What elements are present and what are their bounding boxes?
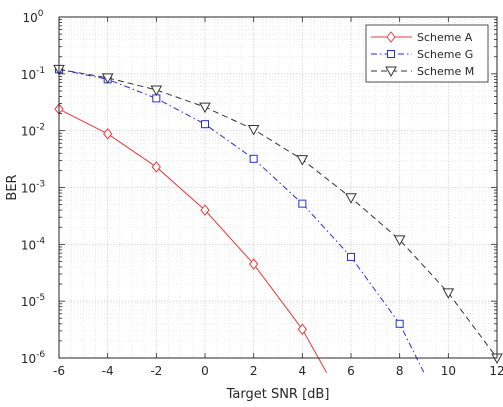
x-tick-label: 6 xyxy=(347,364,355,378)
legend-label: Scheme G xyxy=(417,48,473,61)
y-tick-labels: 10-6 10-5 10-4 10-3 10-2 10-1 100 xyxy=(21,9,46,366)
y-tick-label: 10-5 xyxy=(21,293,45,309)
marker-diamond xyxy=(200,204,210,216)
y-axis-label: BER xyxy=(5,174,20,200)
series-scheme-m xyxy=(53,64,503,365)
y-tick-label: 10-1 xyxy=(21,66,45,82)
marker-square xyxy=(201,120,209,129)
marker-diamond xyxy=(103,128,113,140)
marker-triangle-down xyxy=(101,73,114,84)
marker-triangle-down xyxy=(393,235,406,246)
marker-triangle-down xyxy=(247,124,260,136)
x-tick-label: -2 xyxy=(150,364,162,378)
y-tick-label: 100 xyxy=(22,9,43,25)
series-layer xyxy=(53,64,503,374)
y-tick-label: 10-6 xyxy=(21,350,46,366)
x-tick-label: 8 xyxy=(396,364,404,378)
x-tick-label: -4 xyxy=(102,364,114,378)
minor-grid xyxy=(59,17,497,358)
x-tick-label: -6 xyxy=(53,364,65,378)
y-tick-label: 10-3 xyxy=(21,180,45,196)
marker-triangle-down xyxy=(385,66,397,78)
x-tick-label: 12 xyxy=(489,364,503,378)
marker-square xyxy=(298,199,307,208)
legend-entry: Scheme M xyxy=(371,65,474,78)
legend-entry: Scheme A xyxy=(371,31,473,44)
x-tick-label: 0 xyxy=(201,364,209,378)
marker-square xyxy=(387,50,395,58)
x-axis-label: Target SNR [dB] xyxy=(226,387,330,402)
marker-square xyxy=(395,319,404,328)
marker-triangle-down xyxy=(150,85,163,97)
marker-diamond xyxy=(386,31,396,43)
x-tick-label: 10 xyxy=(441,364,456,378)
marker-triangle-down xyxy=(345,193,357,204)
ticks-layer xyxy=(58,16,498,359)
y-tick-label: 10-4 xyxy=(21,236,46,252)
y-tick-label: 10-2 xyxy=(21,123,45,139)
legend: Scheme A Scheme G Scheme M xyxy=(365,24,489,83)
marker-triangle-down xyxy=(296,155,309,166)
legend-label: Scheme M xyxy=(417,65,474,78)
marker-square xyxy=(249,154,258,163)
marker-triangle-down xyxy=(442,288,455,299)
x-tick-label: 2 xyxy=(250,364,258,378)
legend-label: Scheme A xyxy=(417,31,473,44)
legend-entry: Scheme G xyxy=(371,48,473,61)
series-line xyxy=(58,68,498,359)
marker-triangle-down xyxy=(199,102,211,114)
marker-diamond xyxy=(297,323,307,336)
x-tick-label: 4 xyxy=(299,364,307,378)
marker-square xyxy=(347,252,355,261)
x-tick-labels: -6 -4 -2 0 2 4 6 8 10 12 xyxy=(53,364,503,378)
marker-diamond xyxy=(249,258,259,270)
marker-diamond xyxy=(151,161,161,173)
